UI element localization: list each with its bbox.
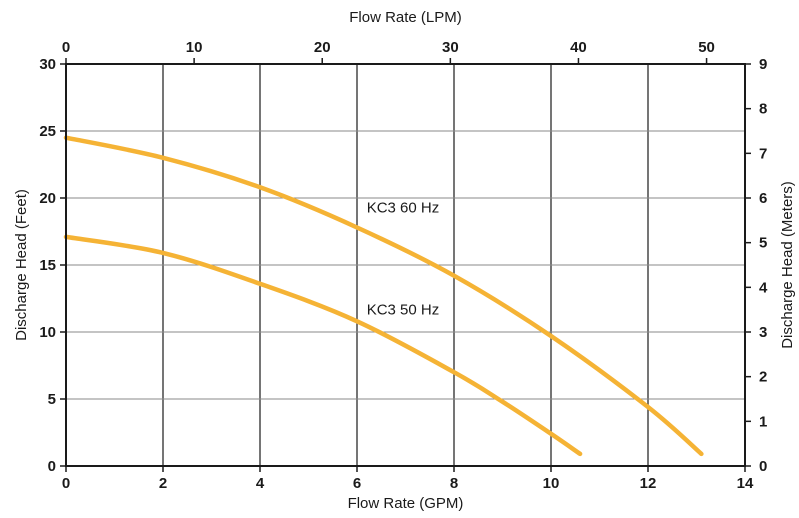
y2-tick-label: 2 — [759, 369, 767, 386]
y2-tick-label: 8 — [759, 101, 767, 118]
y-tick-label: 30 — [39, 56, 56, 73]
y2-axis-title: Discharge Head (Meters) — [779, 181, 796, 349]
y2-tick-label: 1 — [759, 413, 767, 430]
series-label: KC3 60 Hz — [367, 200, 440, 217]
x-tick-label: 6 — [353, 475, 361, 492]
x-tick-label: 8 — [450, 475, 458, 492]
x2-tick-label: 40 — [570, 39, 587, 56]
x-tick-label: 0 — [62, 475, 70, 492]
y-tick-label: 25 — [39, 123, 56, 140]
y-tick-label: 10 — [39, 324, 56, 341]
y-tick-label: 15 — [39, 257, 56, 274]
ticks — [60, 58, 751, 472]
x2-tick-label: 0 — [62, 39, 70, 56]
x-tick-label: 10 — [543, 475, 560, 492]
series-line-kc3-50hz — [63, 234, 583, 457]
series-line-kc3-60hz — [63, 135, 704, 457]
y2-tick-label: 3 — [759, 324, 767, 341]
y2-tick-label: 6 — [759, 190, 767, 207]
x-tick-label: 2 — [159, 475, 167, 492]
y2-tick-label: 7 — [759, 145, 767, 162]
x-tick-label: 14 — [737, 475, 754, 492]
grid — [66, 64, 745, 466]
y2-tick-label: 0 — [759, 458, 767, 475]
x2-tick-label: 50 — [698, 39, 715, 56]
curves — [63, 135, 704, 457]
y2-tick-label: 4 — [759, 279, 768, 296]
x2-tick-label: 30 — [442, 39, 459, 56]
x-axis-title: Flow Rate (GPM) — [348, 495, 464, 512]
series-label: KC3 50 Hz — [367, 302, 440, 319]
x-tick-label: 4 — [256, 475, 265, 492]
y-tick-label: 5 — [48, 391, 56, 408]
y-tick-label: 20 — [39, 190, 56, 207]
y2-tick-label: 9 — [759, 56, 767, 73]
x2-tick-label: 20 — [314, 39, 331, 56]
y-tick-label: 0 — [48, 458, 56, 475]
y-axis-title: Discharge Head (Feet) — [13, 189, 30, 341]
x2-tick-label: 10 — [186, 39, 203, 56]
x2-axis-title: Flow Rate (LPM) — [349, 9, 462, 26]
x-tick-label: 12 — [640, 475, 657, 492]
y2-tick-label: 5 — [759, 235, 767, 252]
